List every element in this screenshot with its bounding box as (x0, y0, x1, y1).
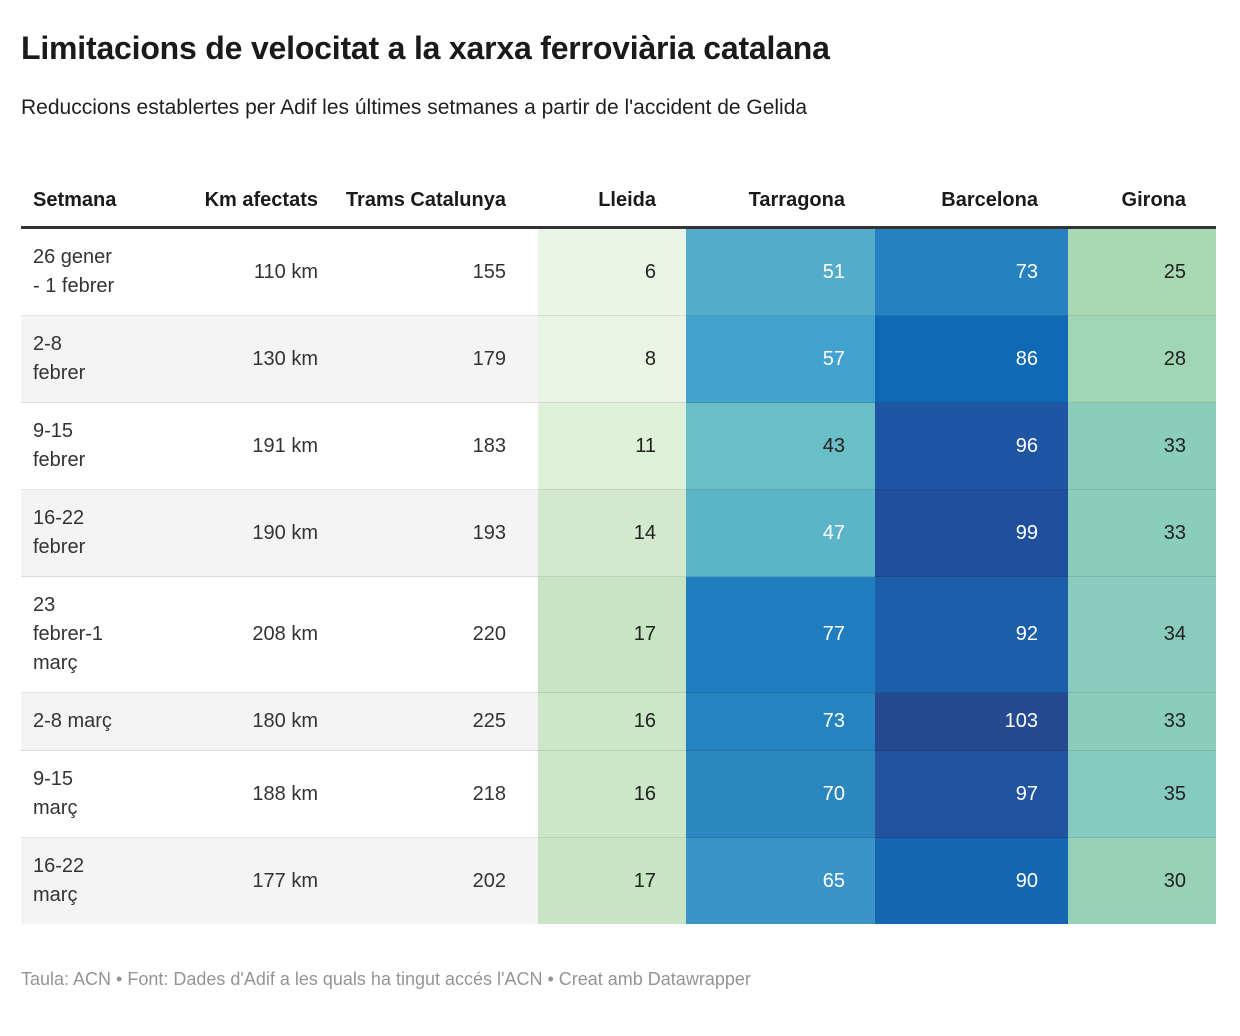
table-row: 23 febrer-1 març 208 km 220 17 77 92 34 (21, 576, 1216, 693)
cell-trams-catalunya: 218 (472, 782, 506, 805)
cell-setmana: 26 gener - 1 febrer (33, 246, 115, 297)
col-header-km-afectats: Km afectats (204, 189, 318, 211)
cell-lleida: 16 (538, 692, 686, 751)
cell-tarragona: 57 (686, 315, 875, 403)
cell-barcelona: 97 (875, 750, 1068, 838)
cell-setmana: 2-8 febrer (33, 333, 86, 384)
cell-km-afectats: 110 km (253, 260, 318, 283)
col-header-setmana: Setmana (33, 189, 117, 211)
cell-setmana: 23 febrer-1 març (33, 594, 104, 674)
col-header-barcelona: Barcelona (941, 189, 1038, 211)
cell-km-afectats: 130 km (252, 347, 318, 370)
datawrapper-credit-link[interactable]: Creat amb Datawrapper (558, 969, 751, 989)
cell-setmana: 2-8 març (33, 710, 112, 732)
cell-km-afectats: 190 km (252, 521, 318, 544)
page-title: Limitacions de velocitat a la xarxa ferr… (21, 30, 830, 66)
table-credit: Taula: ACN (21, 969, 112, 989)
table-row: 9-15 febrer 191 km 183 11 43 96 33 (21, 402, 1216, 490)
footer: Taula: ACN • Font: Dades d'Adif a les qual… (21, 968, 1216, 990)
cell-barcelona: 86 (875, 315, 1068, 403)
cell-trams-catalunya: 155 (472, 260, 506, 283)
speed-limits-table: Setmana Km afectats Trams Catalunya Llei… (21, 177, 1216, 924)
page-subtitle: Reduccions establertes per Adif les últi… (21, 96, 808, 119)
cell-tarragona: 70 (686, 750, 875, 838)
cell-km-afectats: 188 km (252, 782, 318, 805)
table-header-row: Setmana Km afectats Trams Catalunya Llei… (21, 177, 1216, 228)
table-row: 2-8 març 180 km 225 16 73 103 33 (21, 692, 1216, 751)
cell-lleida: 16 (538, 750, 686, 838)
cell-tarragona: 73 (686, 692, 875, 751)
footer-separator: • (116, 969, 123, 989)
col-header-lleida: Lleida (598, 189, 656, 211)
cell-girona: 35 (1068, 750, 1216, 838)
cell-girona: 34 (1068, 576, 1216, 693)
cell-tarragona: 47 (686, 489, 875, 577)
footer-separator: • (547, 969, 554, 989)
cell-km-afectats: 180 km (252, 710, 318, 732)
cell-tarragona: 77 (686, 576, 875, 693)
col-header-girona: Girona (1121, 189, 1186, 211)
table-row: 16-22 febrer 190 km 193 14 47 99 33 (21, 489, 1216, 577)
cell-tarragona: 65 (686, 837, 875, 924)
cell-girona: 33 (1068, 692, 1216, 751)
table-body: 26 gener - 1 febrer 110 km 155 6 51 73 25 2-8 f… (21, 227, 1216, 924)
table-row: 26 gener - 1 febrer 110 km 155 6 51 73 25 (21, 227, 1216, 316)
cell-lleida: 6 (538, 227, 686, 316)
cell-trams-catalunya: 193 (472, 521, 506, 544)
cell-barcelona: 73 (875, 227, 1068, 316)
cell-barcelona: 90 (875, 837, 1068, 924)
cell-lleida: 14 (538, 489, 686, 577)
source-credit: Font: Dades d'Adif a les quals ha tingut… (127, 969, 543, 989)
cell-trams-catalunya: 179 (472, 347, 506, 370)
cell-trams-catalunya: 220 (472, 623, 506, 645)
cell-km-afectats: 208 km (252, 623, 318, 645)
cell-barcelona: 99 (875, 489, 1068, 577)
cell-lleida: 17 (538, 837, 686, 924)
cell-setmana: 9-15 febrer (33, 420, 86, 471)
cell-barcelona: 92 (875, 576, 1068, 693)
cell-trams-catalunya: 202 (472, 869, 506, 892)
cell-barcelona: 103 (875, 692, 1068, 751)
cell-km-afectats: 177 km (252, 869, 318, 892)
cell-trams-catalunya: 183 (472, 434, 506, 457)
col-header-tarragona: Tarragona (748, 189, 845, 211)
cell-km-afectats: 191 km (252, 434, 318, 457)
cell-girona: 25 (1068, 227, 1216, 316)
cell-lleida: 11 (538, 402, 686, 490)
cell-setmana: 16-22 febrer (33, 507, 86, 558)
cell-lleida: 17 (538, 576, 686, 693)
cell-tarragona: 43 (686, 402, 875, 490)
cell-girona: 30 (1068, 837, 1216, 924)
cell-girona: 28 (1068, 315, 1216, 403)
cell-girona: 33 (1068, 489, 1216, 577)
table-row: 9-15 març 188 km 218 16 70 97 35 (21, 750, 1216, 838)
table-row: 2-8 febrer 130 km 179 8 57 86 28 (21, 315, 1216, 403)
cell-barcelona: 96 (875, 402, 1068, 490)
col-header-trams-catalunya: Trams Catalunya (345, 189, 506, 211)
cell-girona: 33 (1068, 402, 1216, 490)
table-row: 16-22 març 177 km 202 17 65 90 30 (21, 837, 1216, 924)
cell-setmana: 9-15 març (33, 768, 78, 819)
cell-tarragona: 51 (686, 227, 875, 316)
cell-trams-catalunya: 225 (472, 710, 506, 732)
cell-setmana: 16-22 març (33, 855, 85, 906)
cell-lleida: 8 (538, 315, 686, 403)
